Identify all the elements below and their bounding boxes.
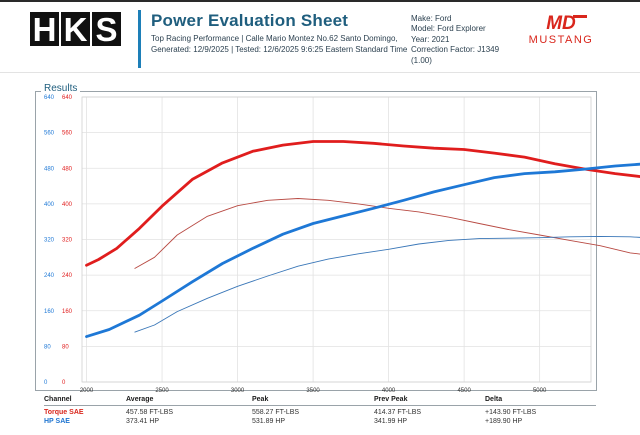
series-line-hp-sae xyxy=(85,162,640,339)
mustang-logo-word: MUSTANG xyxy=(529,34,594,46)
shop-address: Top Racing Performance | Calle Mario Mon… xyxy=(151,34,398,43)
test-dates: Generated: 12/9/2025 | Tested: 12/6/2025… xyxy=(151,45,408,54)
hp-average: 373.41 HP xyxy=(126,418,160,425)
y-tick-label-left: 400 xyxy=(44,202,55,208)
x-tick-label: 2000 xyxy=(80,388,94,394)
series-line-torque-sae xyxy=(85,140,640,267)
correction-factor-value: (1.00) xyxy=(411,55,432,65)
plot-area-border xyxy=(81,96,592,383)
series-line-torque-sae-prev xyxy=(134,198,640,269)
hp-peak: 531.89 HP xyxy=(252,418,286,425)
y-tick-label-right: 400 xyxy=(62,202,73,208)
x-tick-label: 3000 xyxy=(231,388,245,394)
results-table: Channel Average Peak Prev Peak Delta Tor… xyxy=(44,396,604,427)
y-tick-label-right: 160 xyxy=(62,309,73,315)
header-peak: Peak xyxy=(252,396,269,403)
hp-prev-peak: 341.99 HP xyxy=(374,418,408,425)
x-tick-label: 5000 xyxy=(533,388,547,394)
y-tick-label-right: 560 xyxy=(62,131,73,137)
mustang-logo-mark: MD xyxy=(546,13,576,34)
y-tick-label-left: 160 xyxy=(44,309,55,315)
hks-logo-letter: K xyxy=(64,12,88,46)
header-prev-peak: Prev Peak xyxy=(374,396,408,403)
mustang-logo: MD MUSTANG xyxy=(529,13,594,46)
y-tick-label-right: 0 xyxy=(62,380,66,386)
header-delta: Delta xyxy=(485,396,503,403)
y-tick-label-left: 320 xyxy=(44,238,55,244)
header-average: Average xyxy=(126,396,154,403)
hp-delta: +189.90 HP xyxy=(485,418,523,425)
vehicle-model: Model: Ford Explorer xyxy=(411,24,486,34)
table-header-divider xyxy=(44,405,596,406)
header-divider xyxy=(0,72,640,73)
x-tick-label: 4000 xyxy=(382,388,396,394)
results-label: Results xyxy=(41,83,81,94)
torque-peak: 558.27 FT-LBS xyxy=(252,409,300,416)
vehicle-make: Make: Ford xyxy=(411,14,452,23)
torque-average: 457.58 FT-LBS xyxy=(126,409,174,416)
y-tick-label-left: 640 xyxy=(44,95,55,101)
title-accent-bar xyxy=(138,10,141,68)
torque-prev-peak: 414.37 FT-LBS xyxy=(374,409,422,416)
table-header-row: Channel Average Peak Prev Peak Delta xyxy=(44,396,604,405)
y-tick-label-right: 640 xyxy=(62,95,73,101)
y-tick-label-left: 240 xyxy=(44,273,55,279)
vehicle-year: Year: 2021 xyxy=(411,34,450,44)
header-channel: Channel xyxy=(44,396,72,403)
series-line-hp-sae-prev xyxy=(134,235,640,333)
y-tick-label-left: 480 xyxy=(44,166,55,172)
table-row-hp: HP SAE 373.41 HP 531.89 HP 341.99 HP +18… xyxy=(44,418,604,427)
hp-channel: HP SAE xyxy=(44,418,70,425)
y-tick-label-left: 0 xyxy=(44,380,48,386)
correction-factor: Correction Factor: J1349 xyxy=(411,45,500,55)
y-tick-label-right: 320 xyxy=(62,238,73,244)
hks-logo-letter: S xyxy=(95,12,117,46)
vehicle-info: Make: Ford Model: Ford Explorer Year: 20… xyxy=(411,14,499,66)
y-tick-label-right: 80 xyxy=(62,344,69,350)
page-title: Power Evaluation Sheet xyxy=(151,11,349,30)
y-tick-label-right: 480 xyxy=(62,166,73,172)
x-tick-label: 4500 xyxy=(457,388,471,394)
hks-logo: H K S xyxy=(30,12,121,46)
top-border xyxy=(0,0,640,2)
y-tick-label-left: 80 xyxy=(44,344,51,350)
hks-logo-letter: H xyxy=(33,12,57,46)
x-tick-label: 2500 xyxy=(155,388,169,394)
table-row-torque: Torque SAE 457.58 FT-LBS 558.27 FT-LBS 4… xyxy=(44,409,604,418)
y-tick-label-right: 240 xyxy=(62,273,73,279)
torque-delta: +143.90 FT-LBS xyxy=(485,409,537,416)
y-tick-label-left: 560 xyxy=(44,131,55,137)
x-tick-label: 3500 xyxy=(306,388,320,394)
torque-channel: Torque SAE xyxy=(44,409,84,416)
results-panel xyxy=(35,91,597,391)
